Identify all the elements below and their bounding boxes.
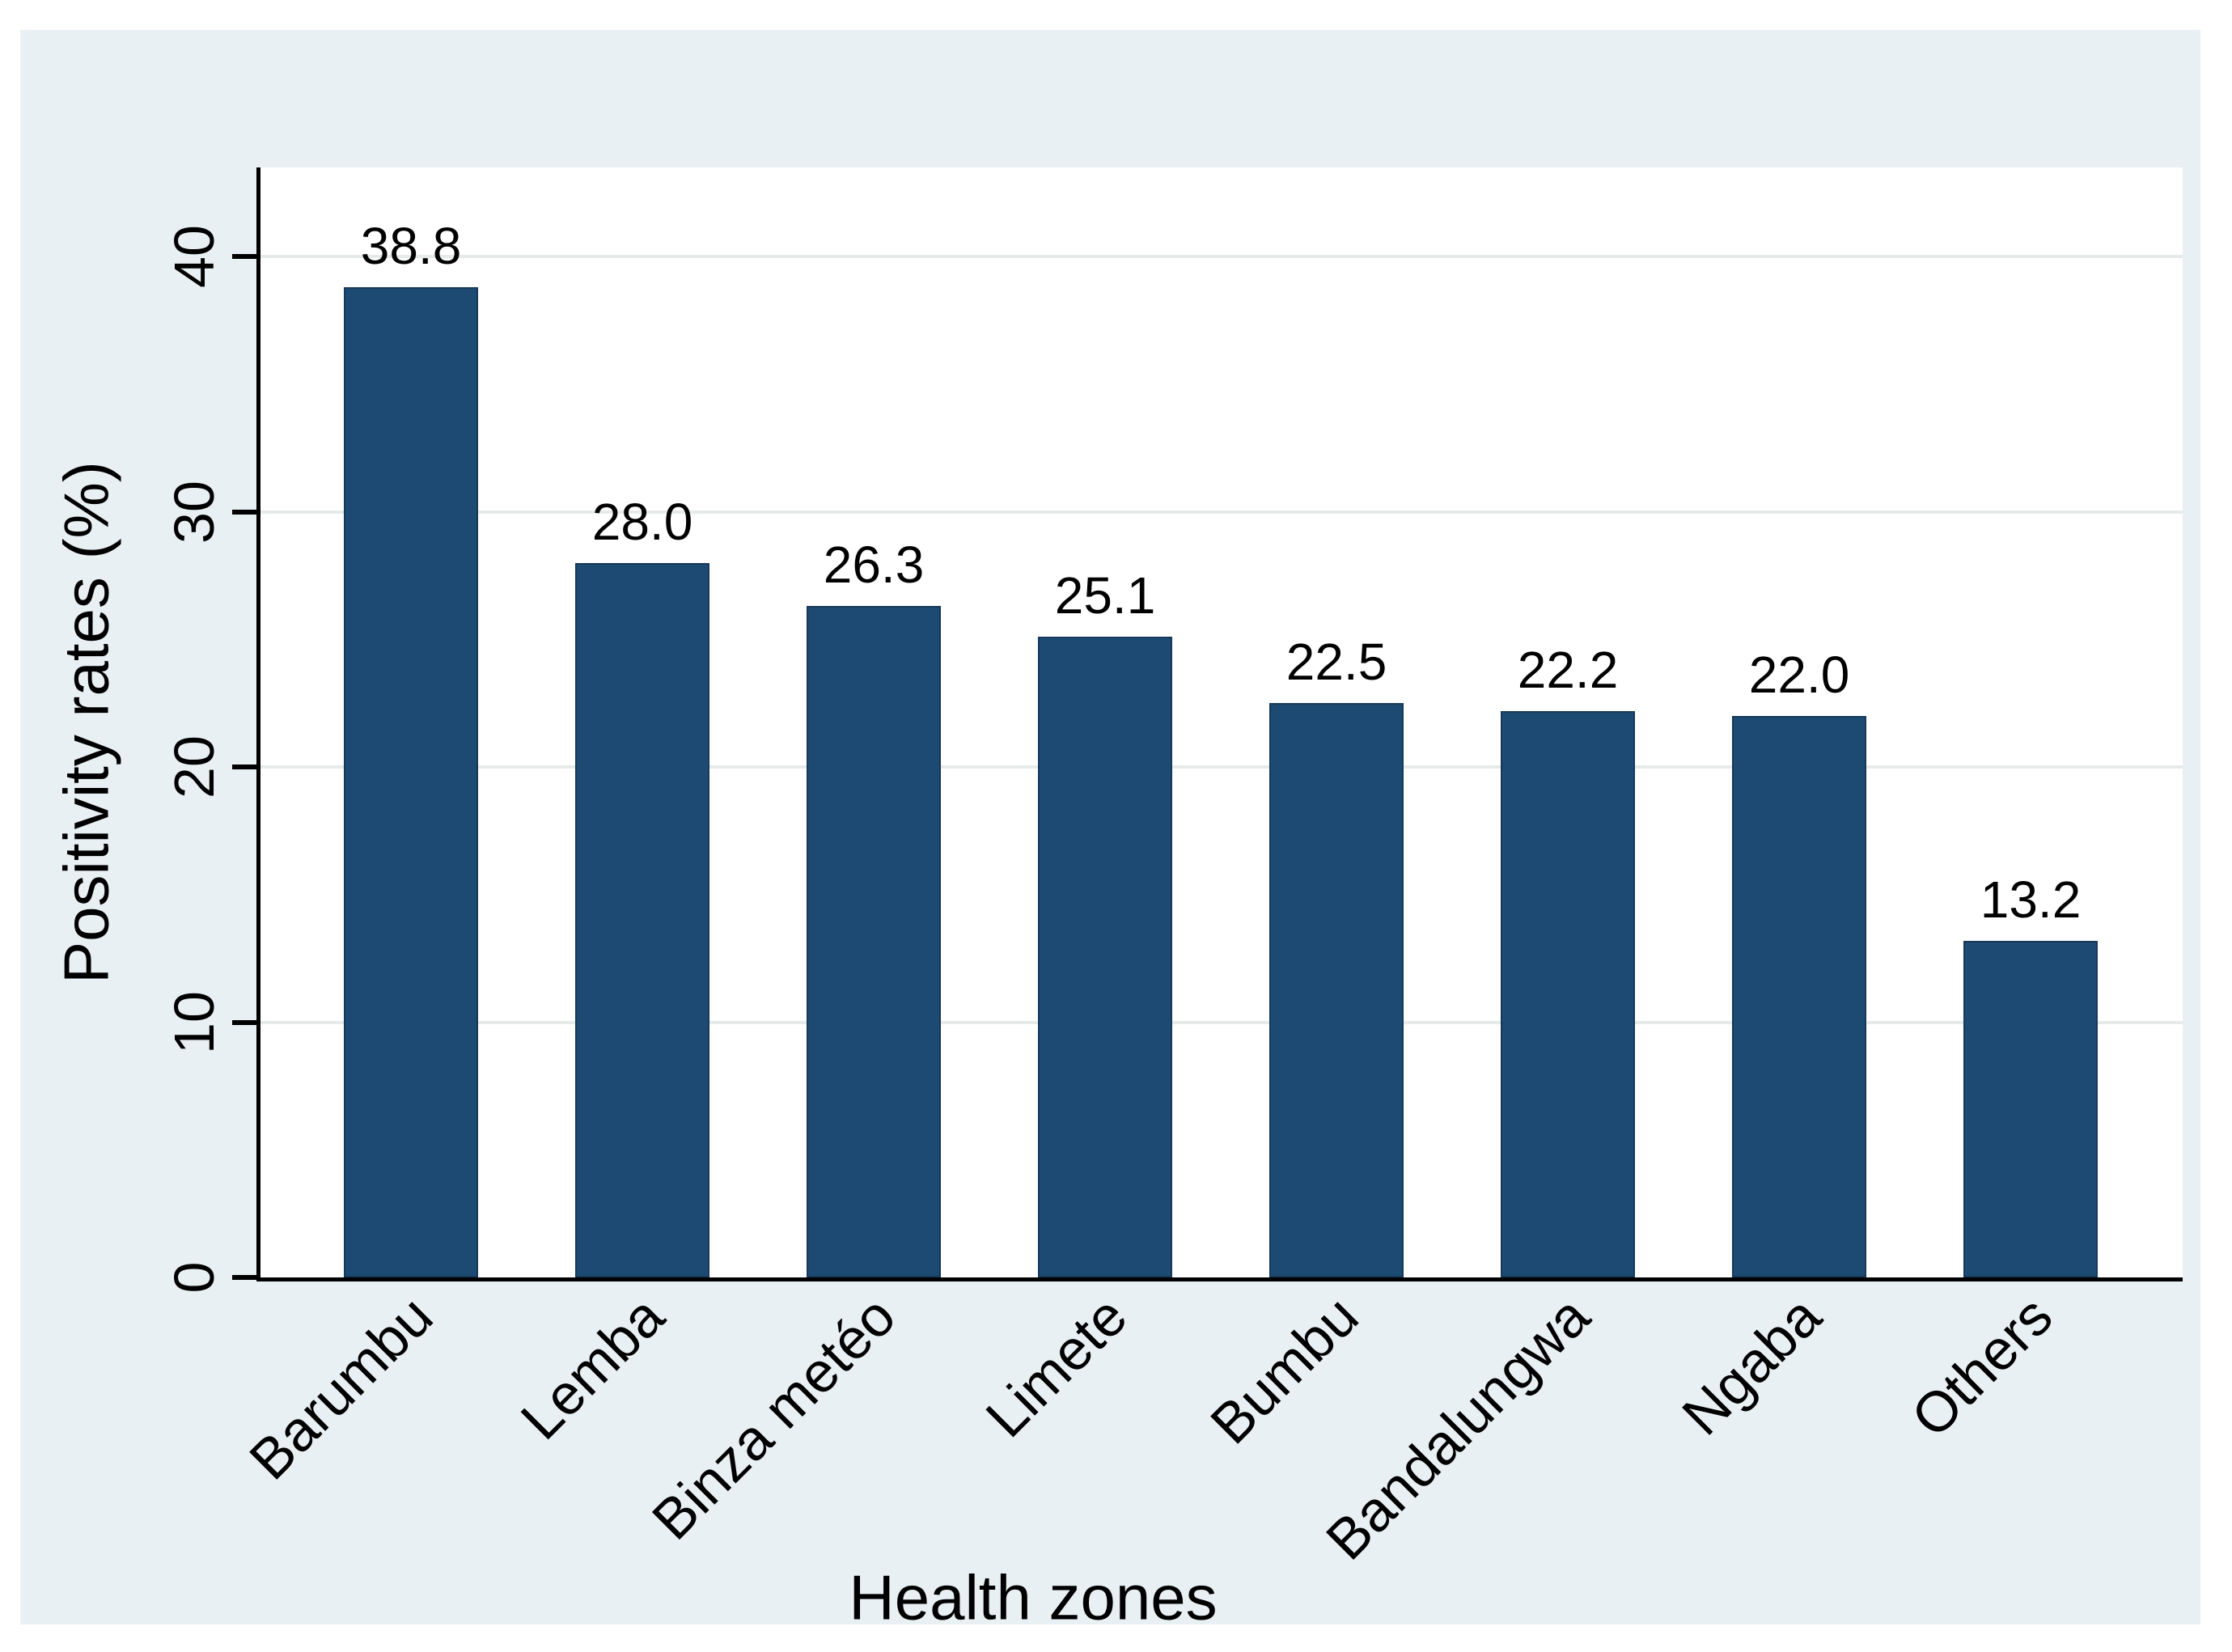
- gridline-y-40: [259, 255, 2183, 258]
- chart-canvas: 0 10 20 30 40 38.8 28.0 26.3 25.1 22.5 22.2 22.0 13…: [20, 30, 2200, 1633]
- y-axis-line: [256, 167, 260, 1280]
- x-axis-line: [256, 1277, 2183, 1281]
- bar-value-label: 26.3: [823, 536, 925, 595]
- bar-others: [1963, 940, 2098, 1277]
- x-category-label: Barumbu: [237, 1284, 445, 1492]
- x-category-label: Ngaba: [1670, 1284, 1833, 1447]
- bar-value-label: 38.8: [360, 216, 462, 275]
- x-category-label: Others: [1899, 1284, 2065, 1450]
- bar-binza-met-o: [807, 606, 941, 1277]
- bar-bandalungwa: [1501, 710, 1635, 1277]
- gridline-y-20: [259, 765, 2183, 769]
- bar-barumbu: [344, 286, 478, 1277]
- x-category-label: Binza metéo: [640, 1284, 908, 1552]
- bar-value-label: 28.0: [591, 492, 693, 551]
- y-tick-0: [232, 1275, 256, 1280]
- gridline-y-10: [259, 1020, 2183, 1024]
- y-tick-40: [232, 254, 256, 259]
- y-tick-20: [232, 765, 256, 769]
- y-axis-title: Positivity rates (%): [50, 461, 122, 984]
- bar-bumbu: [1269, 703, 1404, 1277]
- bar-lemba: [575, 562, 709, 1277]
- gridline-y-30: [259, 510, 2183, 514]
- bar-value-label: 22.0: [1748, 645, 1850, 704]
- plot-area: [259, 167, 2183, 1277]
- y-tick-30: [232, 509, 256, 515]
- x-axis-title: Health zones: [849, 1561, 1218, 1633]
- bar-value-label: 13.2: [1980, 870, 2082, 929]
- x-category-label: Lemba: [509, 1284, 676, 1451]
- bar-ngaba: [1732, 715, 1866, 1277]
- bar-value-label: 22.2: [1517, 640, 1619, 699]
- bar-value-label: 25.1: [1054, 566, 1156, 625]
- x-category-label: Bumbu: [1198, 1284, 1370, 1456]
- x-category-label: Limete: [973, 1284, 1139, 1450]
- y-tick-label-20: 20: [163, 735, 226, 798]
- y-tick-label-10: 10: [163, 990, 226, 1054]
- y-tick-label-0: 0: [163, 1261, 226, 1294]
- y-tick-label-30: 30: [163, 480, 226, 544]
- bar-limete: [1038, 637, 1172, 1277]
- y-tick-10: [232, 1019, 256, 1025]
- y-tick-label-40: 40: [163, 225, 226, 288]
- bar-value-label: 22.5: [1285, 633, 1387, 692]
